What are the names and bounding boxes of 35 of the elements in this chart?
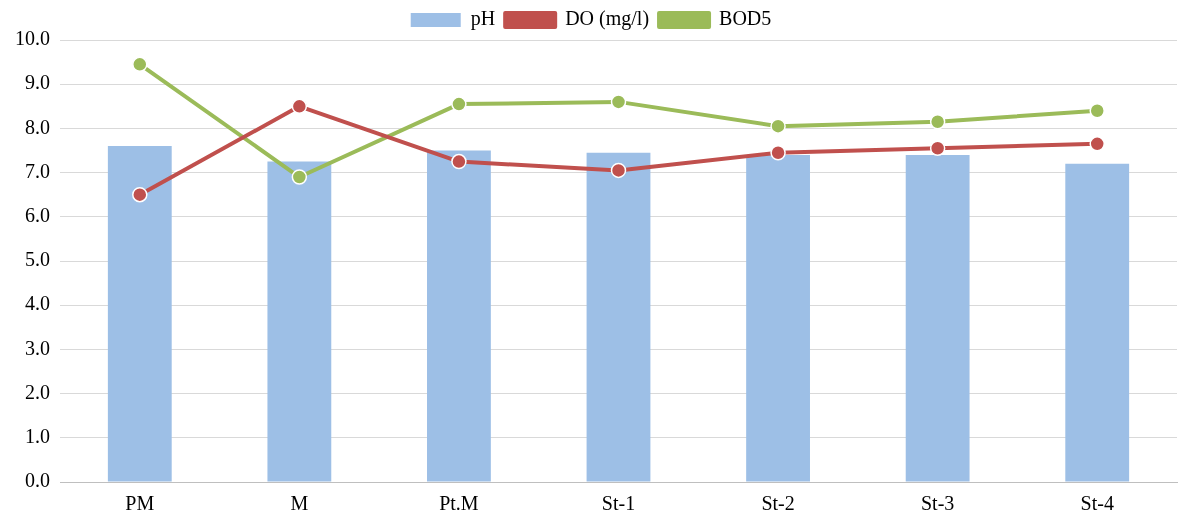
point [770,118,786,134]
point [451,153,467,170]
legend-label: pH [470,7,496,31]
x-tick-label: M [290,492,309,515]
y-tick-label: 9.0 [25,71,50,94]
y-tick-label: 4.0 [25,292,50,315]
legend-label: DO (mg/l) [565,7,650,31]
y-tick-label: 10.0 [15,27,50,50]
point [291,98,308,115]
x-tick-label: PM [125,492,155,515]
y-tick-label: 8.0 [25,115,50,138]
point [1089,136,1105,152]
y-tick-label: 2.0 [25,380,50,403]
x-tick-label: St-4 [1080,492,1114,515]
point [929,140,946,157]
y-tick-label: 7.0 [25,159,50,182]
point [610,162,627,179]
x-tick-label: St-3 [920,492,955,515]
point [1089,102,1105,119]
y-tick-label: 3.0 [25,336,50,359]
legend-label: BOD5 [719,7,772,30]
point [929,114,946,130]
y-tick-label: 1.0 [25,425,50,448]
y-tick-label: 6.0 [25,204,50,227]
point [451,96,467,112]
point [132,56,148,73]
x-tick-label: St-2 [761,492,795,515]
point [770,144,786,161]
point [132,186,148,203]
x-tick-label: Pt.M [439,492,479,515]
y-tick-label: 0.0 [25,469,50,492]
point [610,94,627,110]
y-tick-label: 5.0 [25,248,50,271]
x-tick-label: St-1 [601,492,636,515]
point [291,169,308,185]
